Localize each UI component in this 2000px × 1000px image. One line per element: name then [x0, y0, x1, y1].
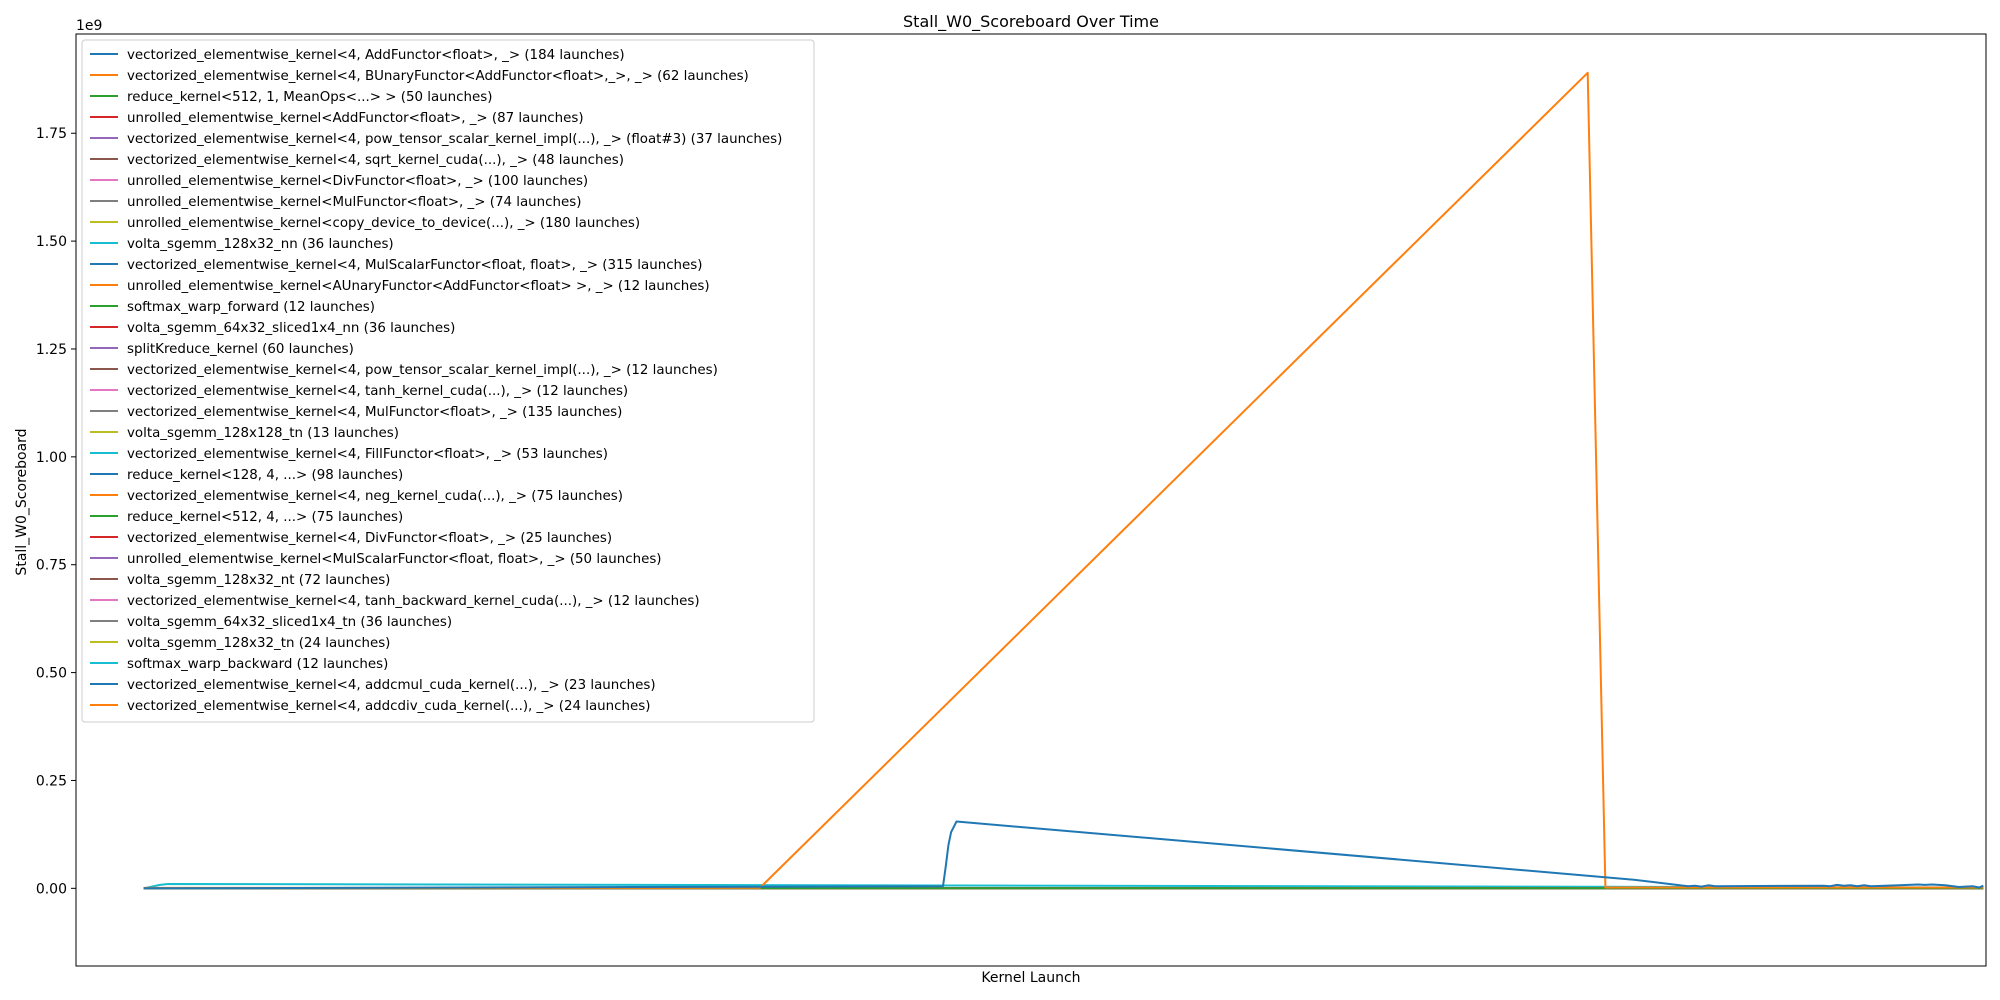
legend-entry: splitKreduce_kernel (60 launches)	[127, 342, 354, 357]
y-tick-label: 0.25	[36, 773, 67, 789]
y-tick-label: 1.75	[36, 126, 67, 142]
legend-entry: unrolled_elementwise_kernel<AddFunctor<f…	[127, 111, 584, 126]
y-offset-label: 1e9	[76, 18, 102, 34]
legend-box	[81, 39, 815, 723]
y-tick-label: 0.75	[36, 558, 67, 574]
plot-lines	[143, 71, 1984, 890]
legend-entry: vectorized_elementwise_kernel<4, MulScal…	[127, 258, 702, 273]
legend-entry: unrolled_elementwise_kernel<copy_device_…	[127, 216, 640, 231]
legend-entry: unrolled_elementwise_kernel<MulFunctor<f…	[127, 195, 581, 210]
y-tick-label: 1.50	[36, 234, 67, 250]
y-axis-label: Stall_W0_Scoreboard	[14, 428, 30, 575]
chart-title: Stall_W0_Scoreboard Over Time	[903, 12, 1159, 32]
y-tick-label: 1.25	[36, 342, 67, 358]
legend-entry: softmax_warp_forward (12 launches)	[127, 300, 375, 315]
legend-entry: vectorized_elementwise_kernel<4, sqrt_ke…	[127, 153, 624, 168]
legend-entry: vectorized_elementwise_kernel<4, pow_ten…	[127, 363, 718, 378]
legend-entry: volta_sgemm_128x32_tn (24 launches)	[127, 636, 390, 651]
legend-entry: unrolled_elementwise_kernel<AUnaryFuncto…	[127, 279, 710, 294]
legend-entry: volta_sgemm_128x32_nt (72 launches)	[127, 573, 390, 588]
legend-entry: volta_sgemm_64x32_sliced1x4_tn (36 launc…	[127, 615, 452, 630]
legend-entry: vectorized_elementwise_kernel<4, DivFunc…	[127, 531, 612, 546]
legend-entry: unrolled_elementwise_kernel<DivFunctor<f…	[127, 174, 588, 189]
legend-entry: vectorized_elementwise_kernel<4, BUnaryF…	[127, 69, 749, 84]
series-line-1	[143, 820, 1984, 890]
legend-entry: vectorized_elementwise_kernel<4, MulFunc…	[127, 405, 622, 420]
legend-entry: softmax_warp_backward (12 launches)	[127, 657, 388, 672]
series-line-10	[143, 883, 1984, 890]
legend: vectorized_elementwise_kernel<4, AddFunc…	[81, 39, 815, 723]
legend-entry: vectorized_elementwise_kernel<4, neg_ker…	[127, 489, 623, 504]
plot-frame	[75, 33, 1987, 967]
legend-entry: reduce_kernel<128, 4, ...> (98 launches)	[127, 468, 403, 483]
legend-entry: volta_sgemm_64x32_sliced1x4_nn (36 launc…	[127, 321, 455, 336]
x-axis-label: Kernel Launch	[981, 970, 1080, 986]
legend-entry: unrolled_elementwise_kernel<MulScalarFun…	[127, 552, 662, 567]
y-tick-label: 1.00	[36, 450, 67, 466]
y-tick-label: 0.00	[36, 881, 67, 897]
legend-entry: vectorized_elementwise_kernel<4, pow_ten…	[127, 132, 782, 147]
legend-entry: vectorized_elementwise_kernel<4, tanh_ke…	[127, 384, 628, 399]
y-tick-label: 0.50	[36, 666, 67, 682]
legend-entry: volta_sgemm_128x128_tn (13 launches)	[127, 426, 399, 441]
y-ticks: 0.00 0.25 0.50 0.75 1.00 1.25 1.50 1.75	[36, 126, 76, 897]
legend-entry: reduce_kernel<512, 4, ...> (75 launches)	[127, 510, 403, 525]
legend-entry: volta_sgemm_128x32_nn (36 launches)	[127, 237, 394, 252]
legend-entry: vectorized_elementwise_kernel<4, addcdiv…	[127, 699, 650, 714]
legend-entry: vectorized_elementwise_kernel<4, addcmul…	[127, 678, 656, 693]
legend-entry: vectorized_elementwise_kernel<4, tanh_ba…	[127, 594, 700, 609]
legend-entry: vectorized_elementwise_kernel<4, AddFunc…	[127, 48, 625, 63]
legend-entry: reduce_kernel<512, 1, MeanOps<...> > (50…	[127, 90, 492, 105]
legend-entry: vectorized_elementwise_kernel<4, FillFun…	[127, 447, 608, 462]
